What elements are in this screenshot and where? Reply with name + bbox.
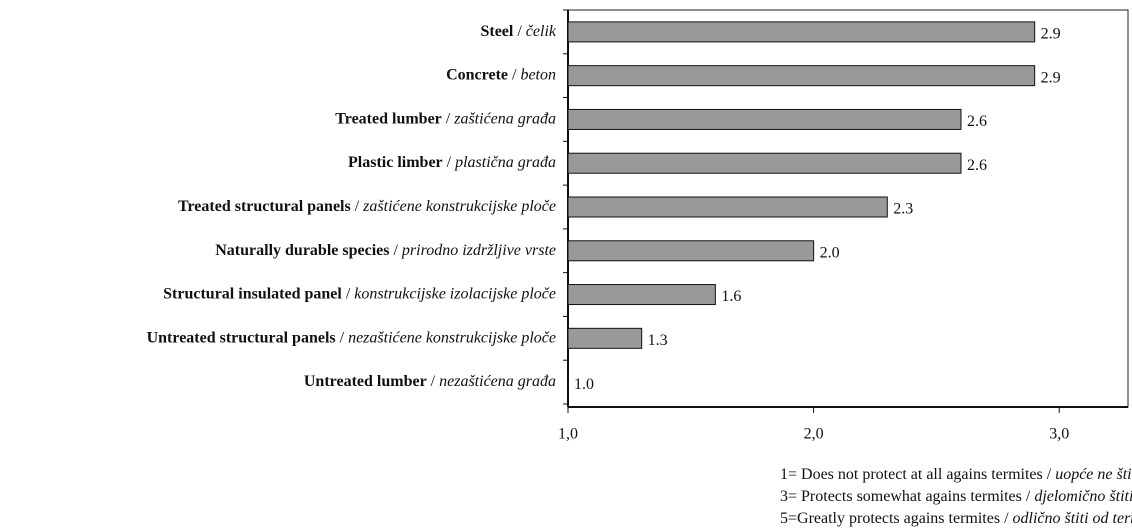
value-label: 1.6 [721,288,741,305]
bar [567,108,962,130]
note: 1= Does not protect at all agains termit… [780,466,1132,483]
bar [567,65,1036,87]
category-label: Concrete / beton [446,66,556,83]
category-label: Treated lumber / zaštićena građa [335,110,556,127]
value-label: 1.0 [574,376,594,393]
value-label: 2.9 [1041,26,1061,43]
value-label: 2.0 [820,244,840,261]
value-label: 2.6 [967,113,987,130]
bar [567,284,716,306]
bar [567,21,1036,43]
bar [567,196,888,218]
value-label: 2.3 [893,201,913,218]
value-label: 2.6 [967,157,987,174]
category-label: Steel / čelik [480,23,556,40]
value-label: 2.9 [1041,69,1061,86]
category-label: Treated structural panels / zaštićene ko… [178,198,556,215]
category-label: Structural insulated panel / konstrukcij… [163,285,556,302]
note: 5=Greatly protects agains termites / odl… [780,510,1132,527]
note: 3= Protects somewhat agains termites / d… [780,488,1132,505]
category-label: Untreated lumber / nezaštićena građa [304,373,556,390]
value-label: 1.3 [648,332,668,349]
category-label: Untreated structural panels / nezaštićen… [147,329,556,346]
x-tick-label: 1,0 [558,426,578,443]
x-tick-label: 3,0 [1049,426,1069,443]
x-tick-label: 2,0 [804,426,824,443]
bar [567,152,962,174]
category-label: Naturally durable species / prirodno izd… [215,241,556,258]
category-label: Plastic limber / plastična građa [348,154,556,171]
bar [567,240,815,262]
bar [567,327,643,349]
